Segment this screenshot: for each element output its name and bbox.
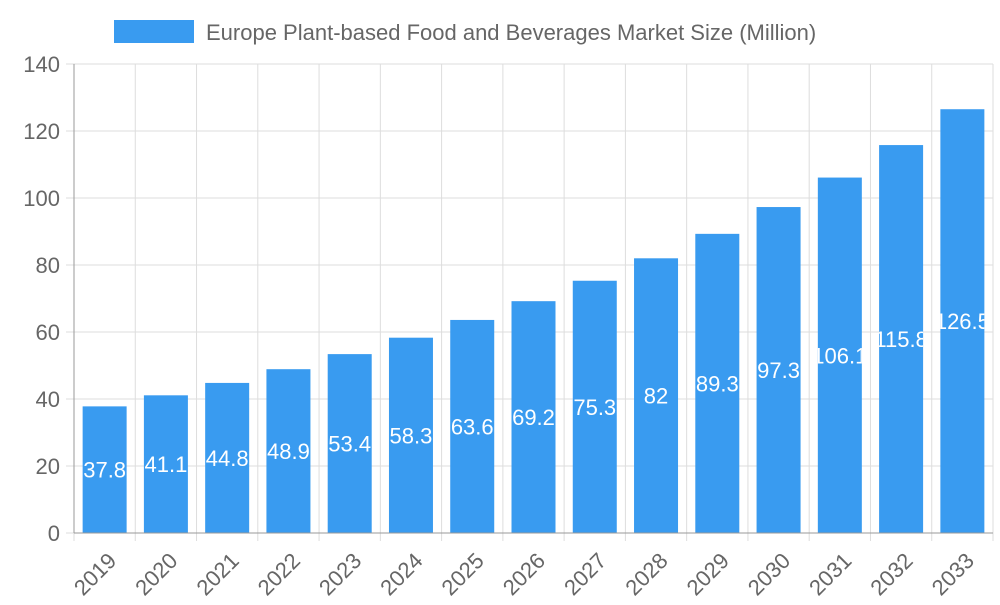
y-tick-label: 40	[36, 387, 60, 412]
data-label: 106.1	[812, 343, 867, 368]
x-tick-label: 2027	[559, 548, 611, 600]
data-label: 37.8	[83, 458, 126, 483]
legend[interactable]: Europe Plant-based Food and Beverages Ma…	[114, 20, 816, 45]
bar	[205, 382, 250, 533]
data-label: 63.6	[451, 414, 494, 439]
data-label: 44.8	[206, 446, 249, 471]
data-label: 126.5	[935, 309, 990, 334]
bar	[940, 109, 985, 533]
y-tick-label: 120	[23, 119, 60, 144]
data-label: 89.3	[696, 371, 739, 396]
x-tick-label: 2021	[191, 548, 243, 600]
y-tick-label: 20	[36, 454, 60, 479]
bar	[756, 207, 801, 534]
bar	[450, 319, 495, 533]
data-label: 41.1	[144, 452, 187, 477]
bar	[634, 258, 679, 533]
data-label: 115.8	[874, 327, 927, 352]
y-tick-label: 140	[23, 52, 60, 77]
x-tick-label: 2032	[865, 548, 917, 600]
x-tick-label: 2026	[498, 548, 550, 600]
data-label: 69.2	[512, 405, 555, 430]
bar	[879, 145, 924, 533]
bar	[266, 369, 311, 533]
bar	[82, 406, 127, 533]
y-tick-label: 80	[36, 253, 60, 278]
bar	[695, 233, 740, 533]
x-tick-label: 2023	[314, 548, 366, 600]
x-tick-label: 2025	[437, 548, 489, 600]
data-label: 58.3	[390, 423, 433, 448]
legend-label: Europe Plant-based Food and Beverages Ma…	[206, 20, 816, 45]
x-tick-label: 2028	[620, 548, 672, 600]
x-tick-label: 2031	[804, 548, 856, 600]
x-tick-label: 2022	[253, 548, 305, 600]
x-tick-label: 2030	[743, 548, 795, 600]
x-tick-label: 2019	[69, 548, 121, 600]
x-tick-label: 2024	[375, 548, 427, 600]
x-tick-label: 2029	[682, 548, 734, 600]
bar	[143, 395, 188, 533]
x-tick-label: 2033	[927, 548, 979, 600]
y-tick-label: 0	[48, 521, 60, 546]
bar	[327, 354, 372, 533]
data-label: 82	[644, 384, 668, 409]
bar	[511, 301, 556, 533]
y-tick-label: 60	[36, 320, 60, 345]
data-label: 53.4	[328, 432, 371, 457]
data-label: 97.3	[757, 358, 800, 383]
x-tick-label: 2020	[130, 548, 182, 600]
data-label: 48.9	[267, 439, 310, 464]
data-label: 75.3	[573, 395, 616, 420]
y-tick-label: 100	[23, 186, 60, 211]
bar	[817, 177, 862, 533]
bar	[388, 337, 433, 533]
legend-swatch	[114, 20, 194, 43]
bar	[572, 280, 617, 533]
